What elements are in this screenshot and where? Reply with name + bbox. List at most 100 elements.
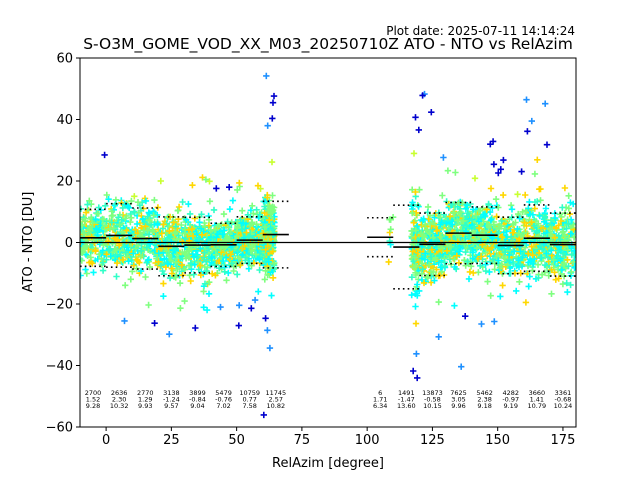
- data-point: [160, 293, 167, 300]
- bin-points: [259, 72, 278, 419]
- data-point: [135, 209, 143, 216]
- data-point: [123, 227, 130, 234]
- data-point: [226, 184, 233, 191]
- data-point: [168, 265, 175, 272]
- data-point: [454, 217, 461, 224]
- data-point: [117, 252, 125, 259]
- data-point: [82, 209, 90, 216]
- data-point: [496, 264, 504, 271]
- data-point: [223, 277, 230, 284]
- data-point: [228, 219, 235, 226]
- data-point: [164, 260, 171, 267]
- data-point: [191, 215, 198, 222]
- data-point: [526, 198, 533, 206]
- data-point: [217, 245, 224, 252]
- data-point: [489, 204, 496, 212]
- x-tick-label: 50: [228, 433, 245, 448]
- data-point: [139, 215, 147, 223]
- data-point: [80, 257, 85, 264]
- data-point: [99, 247, 106, 254]
- data-point: [157, 177, 164, 185]
- data-point: [89, 219, 96, 227]
- data-point: [412, 114, 419, 121]
- data-point: [410, 258, 417, 265]
- data-point: [236, 179, 243, 187]
- chart-title: S-O3M_GOME_VOD_XX_M03_20250710Z ATO - NT…: [83, 35, 573, 54]
- data-point: [495, 169, 502, 177]
- data-point: [448, 221, 456, 228]
- data-point: [475, 207, 482, 215]
- data-point: [432, 254, 439, 261]
- data-point: [411, 254, 419, 261]
- data-point: [116, 221, 123, 228]
- data-point: [167, 234, 174, 241]
- data-point: [222, 254, 230, 261]
- data-point: [427, 220, 434, 228]
- data-point: [121, 317, 128, 325]
- bin-label: 4282 -0.97 9.19: [502, 389, 519, 410]
- data-point: [136, 232, 144, 239]
- data-point: [461, 257, 468, 264]
- data-point: [472, 212, 480, 219]
- data-point: [207, 227, 214, 234]
- data-point: [151, 196, 158, 204]
- data-point: [166, 227, 173, 235]
- data-point: [197, 262, 204, 269]
- data-point: [514, 191, 521, 198]
- data-point: [428, 109, 435, 116]
- bin-label: 11745 2.57 10.82: [265, 389, 286, 410]
- data-point: [531, 170, 539, 178]
- bin-label-std: 9.57: [164, 402, 178, 410]
- data-point: [206, 198, 214, 205]
- data-point: [453, 252, 460, 259]
- data-point: [198, 211, 205, 218]
- data-point: [495, 229, 502, 237]
- data-point: [103, 191, 110, 199]
- data-point: [495, 257, 502, 264]
- data-point: [269, 239, 277, 247]
- bin-points: [103, 191, 136, 325]
- data-point: [515, 257, 522, 264]
- data-point: [515, 230, 522, 237]
- data-point: [414, 374, 421, 382]
- x-axis-label: RelAzim [degree]: [272, 456, 384, 471]
- data-point: [418, 270, 426, 277]
- data-point: [436, 252, 443, 259]
- data-point: [192, 324, 199, 332]
- data-point: [435, 298, 442, 306]
- bin-points: [129, 193, 162, 327]
- data-point: [386, 216, 393, 223]
- data-point: [516, 215, 523, 222]
- data-point: [514, 225, 521, 233]
- data-point: [197, 271, 204, 279]
- data-point: [441, 263, 448, 270]
- data-point: [435, 259, 442, 266]
- data-point: [475, 224, 483, 232]
- data-point: [132, 226, 139, 233]
- data-point: [86, 197, 93, 204]
- data-point: [130, 250, 137, 257]
- bin-label: 3138 -1.24 9.57: [163, 389, 180, 410]
- bin-label: 1491 -1.47 13.60: [397, 389, 416, 410]
- data-point: [142, 197, 150, 205]
- data-point: [125, 258, 132, 265]
- data-point: [138, 247, 145, 255]
- data-point: [413, 350, 420, 357]
- data-point: [122, 215, 129, 222]
- data-point: [206, 279, 213, 286]
- data-point: [264, 194, 271, 201]
- data-point: [266, 344, 274, 352]
- data-point: [223, 242, 230, 250]
- data-point: [385, 258, 392, 266]
- data-point: [515, 210, 522, 218]
- data-point: [109, 212, 116, 219]
- data-point: [137, 267, 145, 275]
- data-point: [220, 257, 227, 265]
- data-point: [151, 320, 158, 327]
- data-point: [87, 254, 94, 261]
- data-point: [387, 226, 394, 233]
- data-point: [181, 266, 189, 273]
- bin-label: 10759 0.77 7.58: [239, 389, 260, 410]
- data-point: [236, 302, 243, 309]
- data-point: [147, 221, 155, 229]
